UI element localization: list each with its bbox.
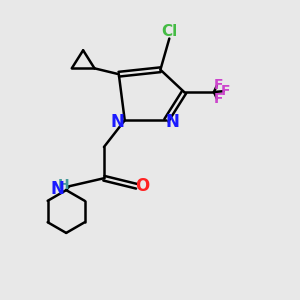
Text: Cl: Cl	[161, 24, 177, 39]
Text: O: O	[135, 177, 150, 195]
Text: F: F	[214, 92, 223, 106]
Text: N: N	[110, 113, 124, 131]
Text: N: N	[166, 113, 180, 131]
Text: F: F	[221, 84, 230, 98]
Text: N: N	[50, 180, 64, 198]
Text: H: H	[57, 178, 69, 192]
Text: F: F	[214, 78, 223, 92]
